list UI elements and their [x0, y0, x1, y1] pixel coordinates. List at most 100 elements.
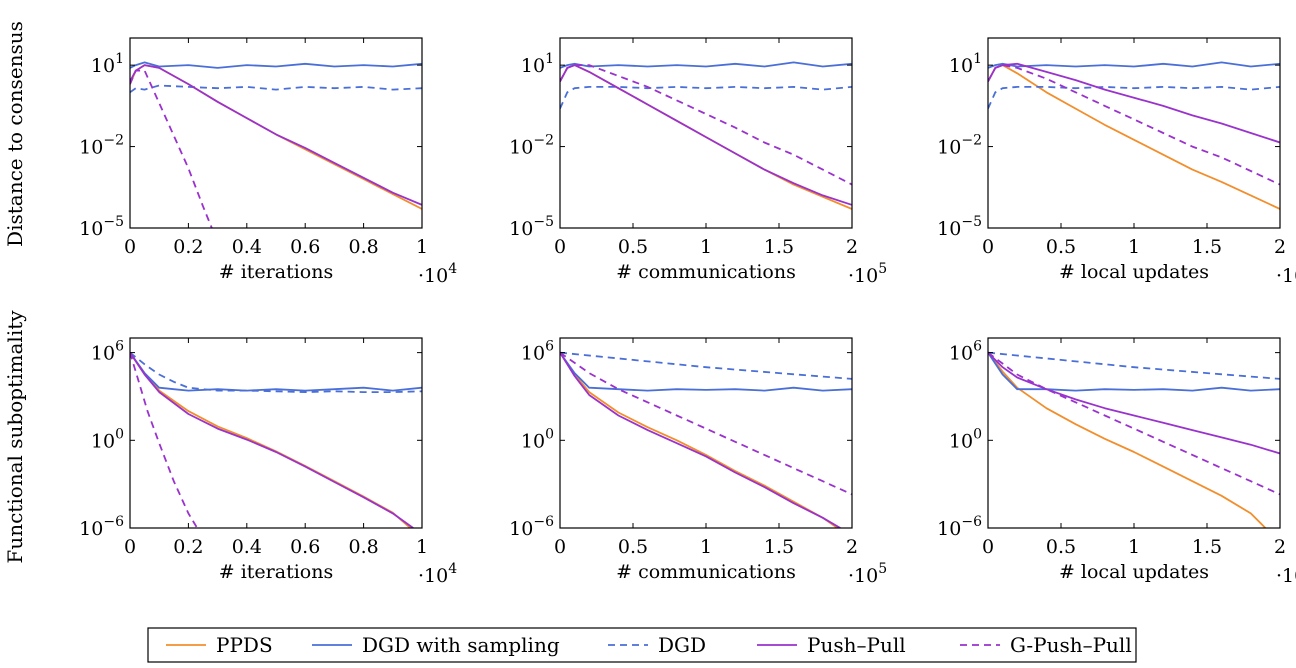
- x-tick-label: 2: [1274, 236, 1286, 258]
- x-axis-label: # local updates: [1059, 261, 1209, 283]
- x-tick-label: 0.5: [618, 236, 648, 258]
- panel-1-0: 0 0.2 0.4 0.6 0.8 1 106 100 10−6 # iterations ·104: [79, 337, 457, 587]
- y-tick-label: 101: [521, 51, 554, 77]
- plot-frame: [129, 37, 423, 229]
- series-line-g-push-pull: [130, 352, 198, 528]
- y-tick-label: 106: [91, 339, 124, 365]
- x-tick-label: 1: [1128, 236, 1140, 258]
- x-tick-label: 0.6: [290, 236, 320, 258]
- x-tick-label: 0.5: [618, 536, 648, 558]
- series-line-dgd: [560, 86, 852, 109]
- panel-0-2: 0 0.5 1 1.5 2 101 10−2 10−5 # local updates ·105: [937, 37, 1296, 287]
- y-tick-label: 10−2: [79, 133, 124, 159]
- row-label-suboptimality: Functional suboptimality: [3, 310, 27, 564]
- series-line-ppds: [130, 352, 411, 528]
- series-line-dgd-with-sampling: [560, 352, 852, 392]
- series-line-dgd-with-sampling: [988, 352, 1280, 392]
- x-tick-label: 0: [554, 536, 566, 558]
- series-line-push-pull: [130, 352, 414, 528]
- series-line-dgd: [560, 351, 852, 380]
- series-line-push-pull: [130, 64, 422, 206]
- series-line-dgd: [988, 351, 1280, 380]
- y-tick-label: 10−5: [937, 214, 982, 240]
- row-label-distance: Distance to consensus: [3, 21, 27, 247]
- panel-0-1: 0 0.5 1 1.5 2 101 10−2 10−5 # communications ·105: [509, 37, 887, 287]
- series-group: [130, 351, 422, 528]
- legend-label-push-pull: Push–Pull: [807, 633, 906, 657]
- x-tick-label: 2: [846, 236, 858, 258]
- x-tick-label: 1: [416, 236, 428, 258]
- x-tick-label: 0: [124, 236, 136, 258]
- legend-label-dgd: DGD: [658, 633, 706, 657]
- x-tick-label: 0.4: [232, 236, 262, 258]
- legend-label-dgd-with-sampling: DGD with sampling: [362, 633, 560, 657]
- series-line-g-push-pull: [560, 351, 852, 496]
- x-tick-label: 0.6: [290, 536, 320, 558]
- y-tick-label: 10−5: [79, 214, 124, 240]
- x-tick-label: 0.8: [348, 536, 378, 558]
- x-tick-label: 1: [1128, 536, 1140, 558]
- series-line-ppds: [560, 352, 838, 528]
- x-scale-label: ·105: [848, 261, 887, 287]
- series-line-dgd: [988, 86, 1280, 109]
- y-tick-label: 10−2: [937, 133, 982, 159]
- x-tick-label: 0.4: [232, 536, 262, 558]
- y-tick-label: 100: [91, 426, 124, 452]
- x-tick-label: 1: [416, 536, 428, 558]
- y-tick-label: 10−5: [509, 214, 554, 240]
- x-tick-label: 1.5: [764, 236, 794, 258]
- series-line-push-pull: [988, 62, 1280, 144]
- y-tick-label: 101: [949, 51, 982, 77]
- series-line-dgd-with-sampling: [988, 61, 1280, 69]
- x-tick-label: 0.5: [1046, 536, 1076, 558]
- series-line-dgd: [130, 84, 422, 94]
- legend-label-g-push-pull: G-Push–Pull: [1010, 633, 1132, 657]
- series-line-g-push-pull: [988, 351, 1280, 496]
- y-tick-label: 100: [949, 426, 982, 452]
- x-tick-label: 2: [846, 536, 858, 558]
- series-line-dgd-with-sampling: [130, 352, 422, 392]
- series-line-g-push-pull: [560, 64, 852, 186]
- series-group: [130, 61, 422, 228]
- x-tick-label: 0.2: [173, 536, 203, 558]
- panel-1-1: 0 0.5 1 1.5 2 106 100 10−6 # communications ·105: [509, 337, 887, 587]
- plot-frame: [129, 337, 423, 529]
- x-tick-label: 0.2: [173, 236, 203, 258]
- x-axis-label: # iterations: [219, 561, 333, 583]
- series-line-ppds: [988, 352, 1267, 528]
- x-axis-label: # communications: [616, 561, 796, 583]
- x-tick-label: 1.5: [1192, 536, 1222, 558]
- y-tick-label: 106: [521, 339, 554, 365]
- x-scale-label: ·105: [1276, 561, 1296, 587]
- series-group: [988, 61, 1280, 210]
- x-tick-label: 0: [982, 236, 994, 258]
- panel-1-2: 0 0.5 1 1.5 2 106 100 10−6 # local updates ·105: [937, 337, 1296, 587]
- x-tick-label: 1: [700, 236, 712, 258]
- x-scale-label: ·105: [848, 561, 887, 587]
- x-scale-label: ·105: [1276, 261, 1296, 287]
- series-group: [560, 351, 852, 528]
- x-scale-label: ·104: [418, 561, 457, 587]
- panel-0-0: 0 0.2 0.4 0.6 0.8 1 101 10−2 10−5 # iterations ·10…: [79, 37, 457, 287]
- x-tick-label: 1.5: [1192, 236, 1222, 258]
- series-group: [560, 61, 852, 210]
- x-tick-label: 0: [124, 536, 136, 558]
- x-tick-label: 0.8: [348, 236, 378, 258]
- y-tick-label: 10−6: [937, 514, 982, 540]
- series-line-dgd-with-sampling: [130, 61, 422, 69]
- series-line-g-push-pull: [988, 64, 1280, 186]
- series-line-ppds: [988, 64, 1280, 210]
- x-axis-label: # local updates: [1059, 561, 1209, 583]
- x-scale-label: ·104: [418, 261, 457, 287]
- series-group: [988, 351, 1280, 528]
- x-axis-label: # iterations: [219, 261, 333, 283]
- series-line-push-pull: [988, 351, 1280, 455]
- x-tick-label: 0: [554, 236, 566, 258]
- series-line-g-push-pull: [130, 69, 213, 228]
- x-tick-label: 0.5: [1046, 236, 1076, 258]
- x-tick-label: 1.5: [764, 536, 794, 558]
- legend-label-ppds: PPDS: [216, 633, 273, 657]
- series-line-dgd-with-sampling: [560, 61, 852, 69]
- y-tick-label: 10−6: [79, 514, 124, 540]
